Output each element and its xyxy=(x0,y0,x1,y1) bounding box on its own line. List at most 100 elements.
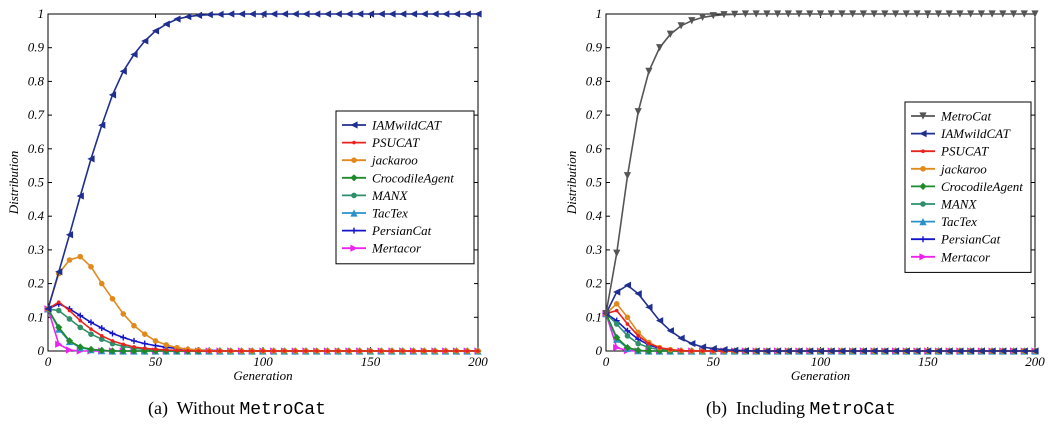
legend-box xyxy=(335,110,475,265)
legend: IAMwildCAT PSUCAT jackaroo CrocodileAgent MA… xyxy=(335,110,475,265)
data-point xyxy=(291,10,299,18)
data-point xyxy=(988,347,996,355)
plot-area xyxy=(602,10,1039,355)
data-point xyxy=(645,67,653,75)
data-point xyxy=(431,10,439,18)
data-point xyxy=(174,344,180,351)
data-point xyxy=(216,10,224,18)
legend-item: PersianCat xyxy=(342,223,432,238)
data-point xyxy=(795,347,803,355)
data-point xyxy=(44,305,52,313)
legend-marker xyxy=(919,253,927,261)
data-point xyxy=(282,349,287,353)
data-point xyxy=(379,349,384,353)
x-tick-label: 200 xyxy=(468,354,488,369)
legend-item: jackaroo xyxy=(342,153,418,168)
data-point xyxy=(77,253,84,260)
data-point xyxy=(250,349,255,353)
y-tick-label: 0.8 xyxy=(586,73,603,88)
data-point xyxy=(731,10,739,18)
legend-label: CrocodileAgent xyxy=(941,179,1023,194)
x-tick-label: 0 xyxy=(603,354,610,369)
y-tick-label: 0.9 xyxy=(28,40,45,55)
data-point xyxy=(891,347,900,355)
data-point xyxy=(87,345,95,353)
caption-b-mono: MetroCat xyxy=(809,400,896,420)
data-point xyxy=(399,10,407,18)
data-point xyxy=(400,349,405,353)
y-tick-label: 0.4 xyxy=(28,208,45,223)
data-point xyxy=(151,27,160,35)
data-point xyxy=(698,343,707,351)
data-point xyxy=(977,10,985,18)
data-point xyxy=(967,347,975,355)
legend: MetroCat IAMwildCAT PSUCAT jackaroo Crocodil… xyxy=(904,101,1032,273)
data-point xyxy=(388,10,396,18)
data-point xyxy=(613,288,621,296)
y-tick-label: 0.9 xyxy=(586,40,603,55)
data-point xyxy=(239,349,244,353)
data-point xyxy=(196,349,201,353)
data-point xyxy=(409,10,418,18)
y-axis-label: Distribution xyxy=(564,151,579,216)
legend-item: MANX xyxy=(342,188,408,203)
data-point xyxy=(98,280,105,287)
y-tick-label: 1 xyxy=(38,6,45,21)
data-point xyxy=(668,347,673,352)
data-point xyxy=(304,349,308,353)
data-point xyxy=(89,327,93,331)
data-point xyxy=(625,322,630,326)
data-point xyxy=(347,349,351,353)
data-point xyxy=(1020,10,1028,18)
data-point xyxy=(443,349,448,353)
y-tick-label: 0 xyxy=(38,343,45,358)
data-point xyxy=(313,10,321,18)
legend-label: IAMwildCAT xyxy=(371,118,442,133)
legend-marker xyxy=(351,192,357,199)
data-point xyxy=(1031,347,1039,355)
data-point xyxy=(108,91,117,99)
x-axis-label: Generation xyxy=(791,368,850,383)
data-point xyxy=(838,10,846,18)
data-point xyxy=(452,10,461,18)
data-point xyxy=(956,347,964,355)
legend-item: Mertacor xyxy=(342,241,422,256)
data-point xyxy=(162,20,170,28)
data-point xyxy=(881,347,889,355)
y-tick-label: 0.1 xyxy=(28,309,44,324)
legend-label: CrocodileAgent xyxy=(372,170,454,185)
data-point xyxy=(108,347,117,355)
data-point xyxy=(185,348,190,353)
data-point xyxy=(99,334,104,338)
data-point xyxy=(677,334,685,342)
y-tick-label: 0.8 xyxy=(28,73,45,88)
data-point xyxy=(806,347,814,355)
caption-a-tag: (a) xyxy=(148,398,168,418)
data-point xyxy=(141,331,148,337)
data-point xyxy=(720,346,728,354)
data-point xyxy=(109,295,116,302)
data-point xyxy=(881,10,889,18)
data-point xyxy=(293,349,298,353)
data-point xyxy=(613,249,621,257)
series-CrocodileAgent xyxy=(602,309,1039,355)
legend-item: IAMwildCAT xyxy=(342,118,442,133)
data-point xyxy=(913,347,921,355)
data-point xyxy=(55,307,62,314)
data-point xyxy=(816,10,825,18)
data-point xyxy=(261,349,265,353)
data-point xyxy=(827,347,835,355)
data-point xyxy=(720,11,728,19)
data-point xyxy=(913,10,921,18)
legend-label: MANX xyxy=(940,197,977,212)
data-point xyxy=(121,342,126,347)
chart-a: 0 50 100 150 200 0 0.1 0.2 0.3 0.4 0.5 0.6 0.7 0.8 0.9… xyxy=(6,6,488,383)
data-point xyxy=(65,337,74,345)
data-point xyxy=(614,308,619,313)
data-point xyxy=(902,347,910,355)
data-point xyxy=(132,345,136,349)
data-point xyxy=(624,314,631,321)
x-tick-label: 200 xyxy=(1025,354,1045,369)
data-point xyxy=(709,345,717,353)
legend-label: jackaroo xyxy=(939,161,987,176)
